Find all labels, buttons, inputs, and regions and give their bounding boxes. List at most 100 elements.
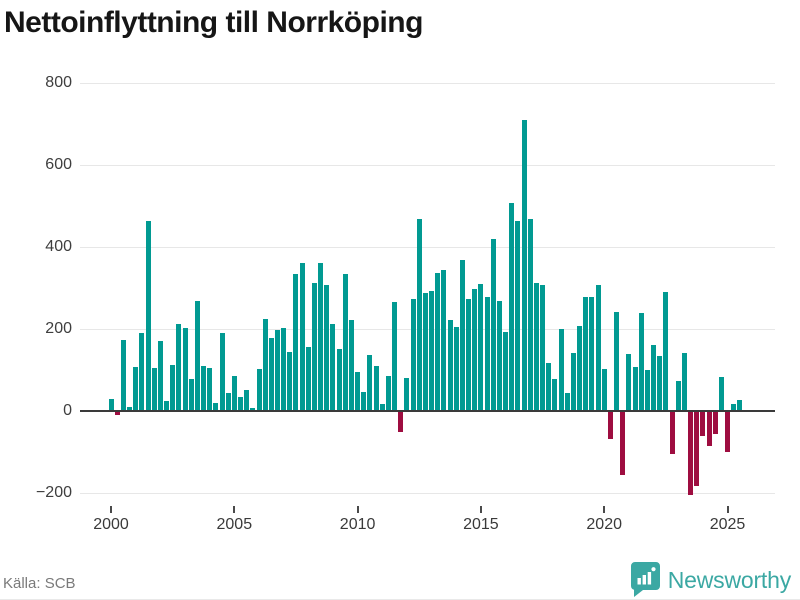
bar-2009Q2 — [336, 349, 342, 411]
bar-2019Q4 — [595, 285, 601, 411]
gridline--200 — [80, 492, 775, 494]
bar-2005Q4 — [250, 408, 256, 411]
bar-2021Q2 — [632, 366, 638, 411]
bar-2008Q2 — [311, 283, 317, 411]
bar-2012Q1 — [404, 378, 410, 411]
x-tick-label-2005: 2005 — [216, 516, 253, 533]
bar-2017Q3 — [540, 284, 546, 411]
bar-2014Q2 — [459, 260, 465, 411]
bar-2019Q3 — [589, 297, 595, 411]
y-tick-label-800: 800 — [45, 74, 72, 91]
bar-2021Q4 — [644, 369, 650, 411]
bar-2009Q4 — [348, 319, 354, 411]
gridline-800 — [80, 82, 775, 84]
bar-2011Q1 — [379, 403, 385, 411]
bar-2009Q1 — [330, 324, 336, 411]
gridline-600 — [80, 164, 775, 166]
bar-2022Q4 — [669, 410, 675, 454]
bar-2002Q2 — [164, 401, 169, 411]
bar-2001Q2 — [139, 333, 145, 411]
bar-2018Q1 — [552, 379, 558, 411]
x-axis-zero-line — [80, 409, 775, 412]
bar-2015Q4 — [496, 301, 502, 411]
bar-2006Q1 — [256, 369, 262, 411]
bar-2010Q3 — [367, 354, 373, 411]
bar-2011Q2 — [385, 376, 391, 411]
x-tick-2000 — [110, 506, 112, 513]
bar-2001Q3 — [145, 220, 151, 411]
bar-2012Q4 — [422, 293, 428, 411]
bar-2004Q4 — [225, 393, 231, 411]
bar-2000Q4 — [127, 407, 132, 411]
y-tick-label-0: 0 — [63, 402, 72, 419]
bar-2003Q4 — [201, 365, 206, 411]
x-tick-label-2020: 2020 — [586, 516, 622, 533]
bar-2005Q1 — [231, 376, 237, 411]
bar-2019Q2 — [583, 297, 589, 411]
bar-2007Q3 — [293, 274, 299, 411]
bar-2022Q3 — [663, 292, 669, 411]
bar-2020Q2 — [607, 410, 613, 439]
newsworthy-wordmark: Newsworthy — [667, 566, 791, 593]
bar-2018Q3 — [564, 392, 570, 411]
x-tick-2015 — [479, 506, 482, 513]
bar-2023Q4 — [694, 410, 700, 487]
bar-2006Q2 — [262, 318, 268, 411]
bar-2024Q1 — [700, 410, 706, 437]
y-tick-label-200: 200 — [45, 320, 72, 337]
bar-2009Q3 — [342, 274, 348, 411]
bar-2004Q1 — [207, 368, 213, 411]
plot-area: 800 600 400 200 0 −200 2000 2005 2010 2015 2020 202… — [36, 72, 775, 533]
bar-2005Q3 — [244, 390, 250, 411]
bar-2000Q3 — [120, 340, 126, 411]
x-tick-2025 — [726, 506, 729, 513]
bar-2018Q2 — [558, 328, 564, 411]
newsworthy-badge-icon — [630, 562, 660, 597]
bar-2014Q1 — [453, 326, 459, 411]
bar-2003Q2 — [188, 378, 194, 411]
bar-2001Q1 — [133, 367, 139, 411]
bar-2025Q1 — [725, 410, 730, 453]
bar-2014Q4 — [472, 289, 478, 411]
bar-2020Q3 — [614, 312, 619, 411]
bar-2021Q3 — [638, 312, 644, 411]
bar-2002Q1 — [157, 340, 163, 411]
x-tick-2010 — [356, 506, 359, 513]
bar-2016Q2 — [509, 202, 515, 411]
bar-2001Q4 — [151, 368, 157, 411]
bar-2015Q2 — [484, 296, 490, 411]
bar-2004Q3 — [219, 333, 225, 411]
bar-2019Q1 — [577, 326, 582, 411]
bar-2002Q3 — [170, 364, 176, 411]
x-tick-2020 — [603, 506, 606, 513]
bar-2020Q1 — [601, 369, 607, 411]
bar-2014Q3 — [466, 299, 472, 411]
bar-2007Q1 — [281, 327, 287, 411]
bar-2013Q4 — [447, 319, 453, 411]
bar-2025Q2 — [731, 403, 737, 411]
bar-2005Q2 — [238, 396, 243, 411]
bar-2012Q3 — [416, 219, 422, 411]
bar-2016Q1 — [503, 332, 509, 411]
bar-2002Q4 — [176, 324, 182, 411]
bar-2025Q3 — [737, 399, 743, 411]
bar-2007Q4 — [299, 262, 305, 411]
bar-2012Q2 — [410, 299, 416, 411]
bar-2022Q1 — [651, 344, 656, 411]
y-tick-label-600: 600 — [45, 156, 72, 173]
bar-2013Q2 — [435, 273, 441, 411]
x-tick-2005 — [233, 506, 236, 513]
bar-2017Q2 — [533, 283, 539, 411]
bar-2003Q3 — [194, 301, 200, 411]
y-tick-label--200: −200 — [35, 484, 72, 501]
bar-2006Q3 — [268, 338, 274, 411]
bar-2013Q3 — [441, 269, 447, 411]
bar-2021Q1 — [626, 353, 632, 411]
bar-2023Q1 — [675, 381, 681, 411]
x-tick-label-2025: 2025 — [709, 516, 746, 533]
source-note: Källa: SCB — [3, 575, 76, 592]
bar-2015Q1 — [478, 284, 484, 411]
bar-2018Q4 — [570, 353, 576, 411]
bar-2000Q1 — [108, 399, 114, 411]
